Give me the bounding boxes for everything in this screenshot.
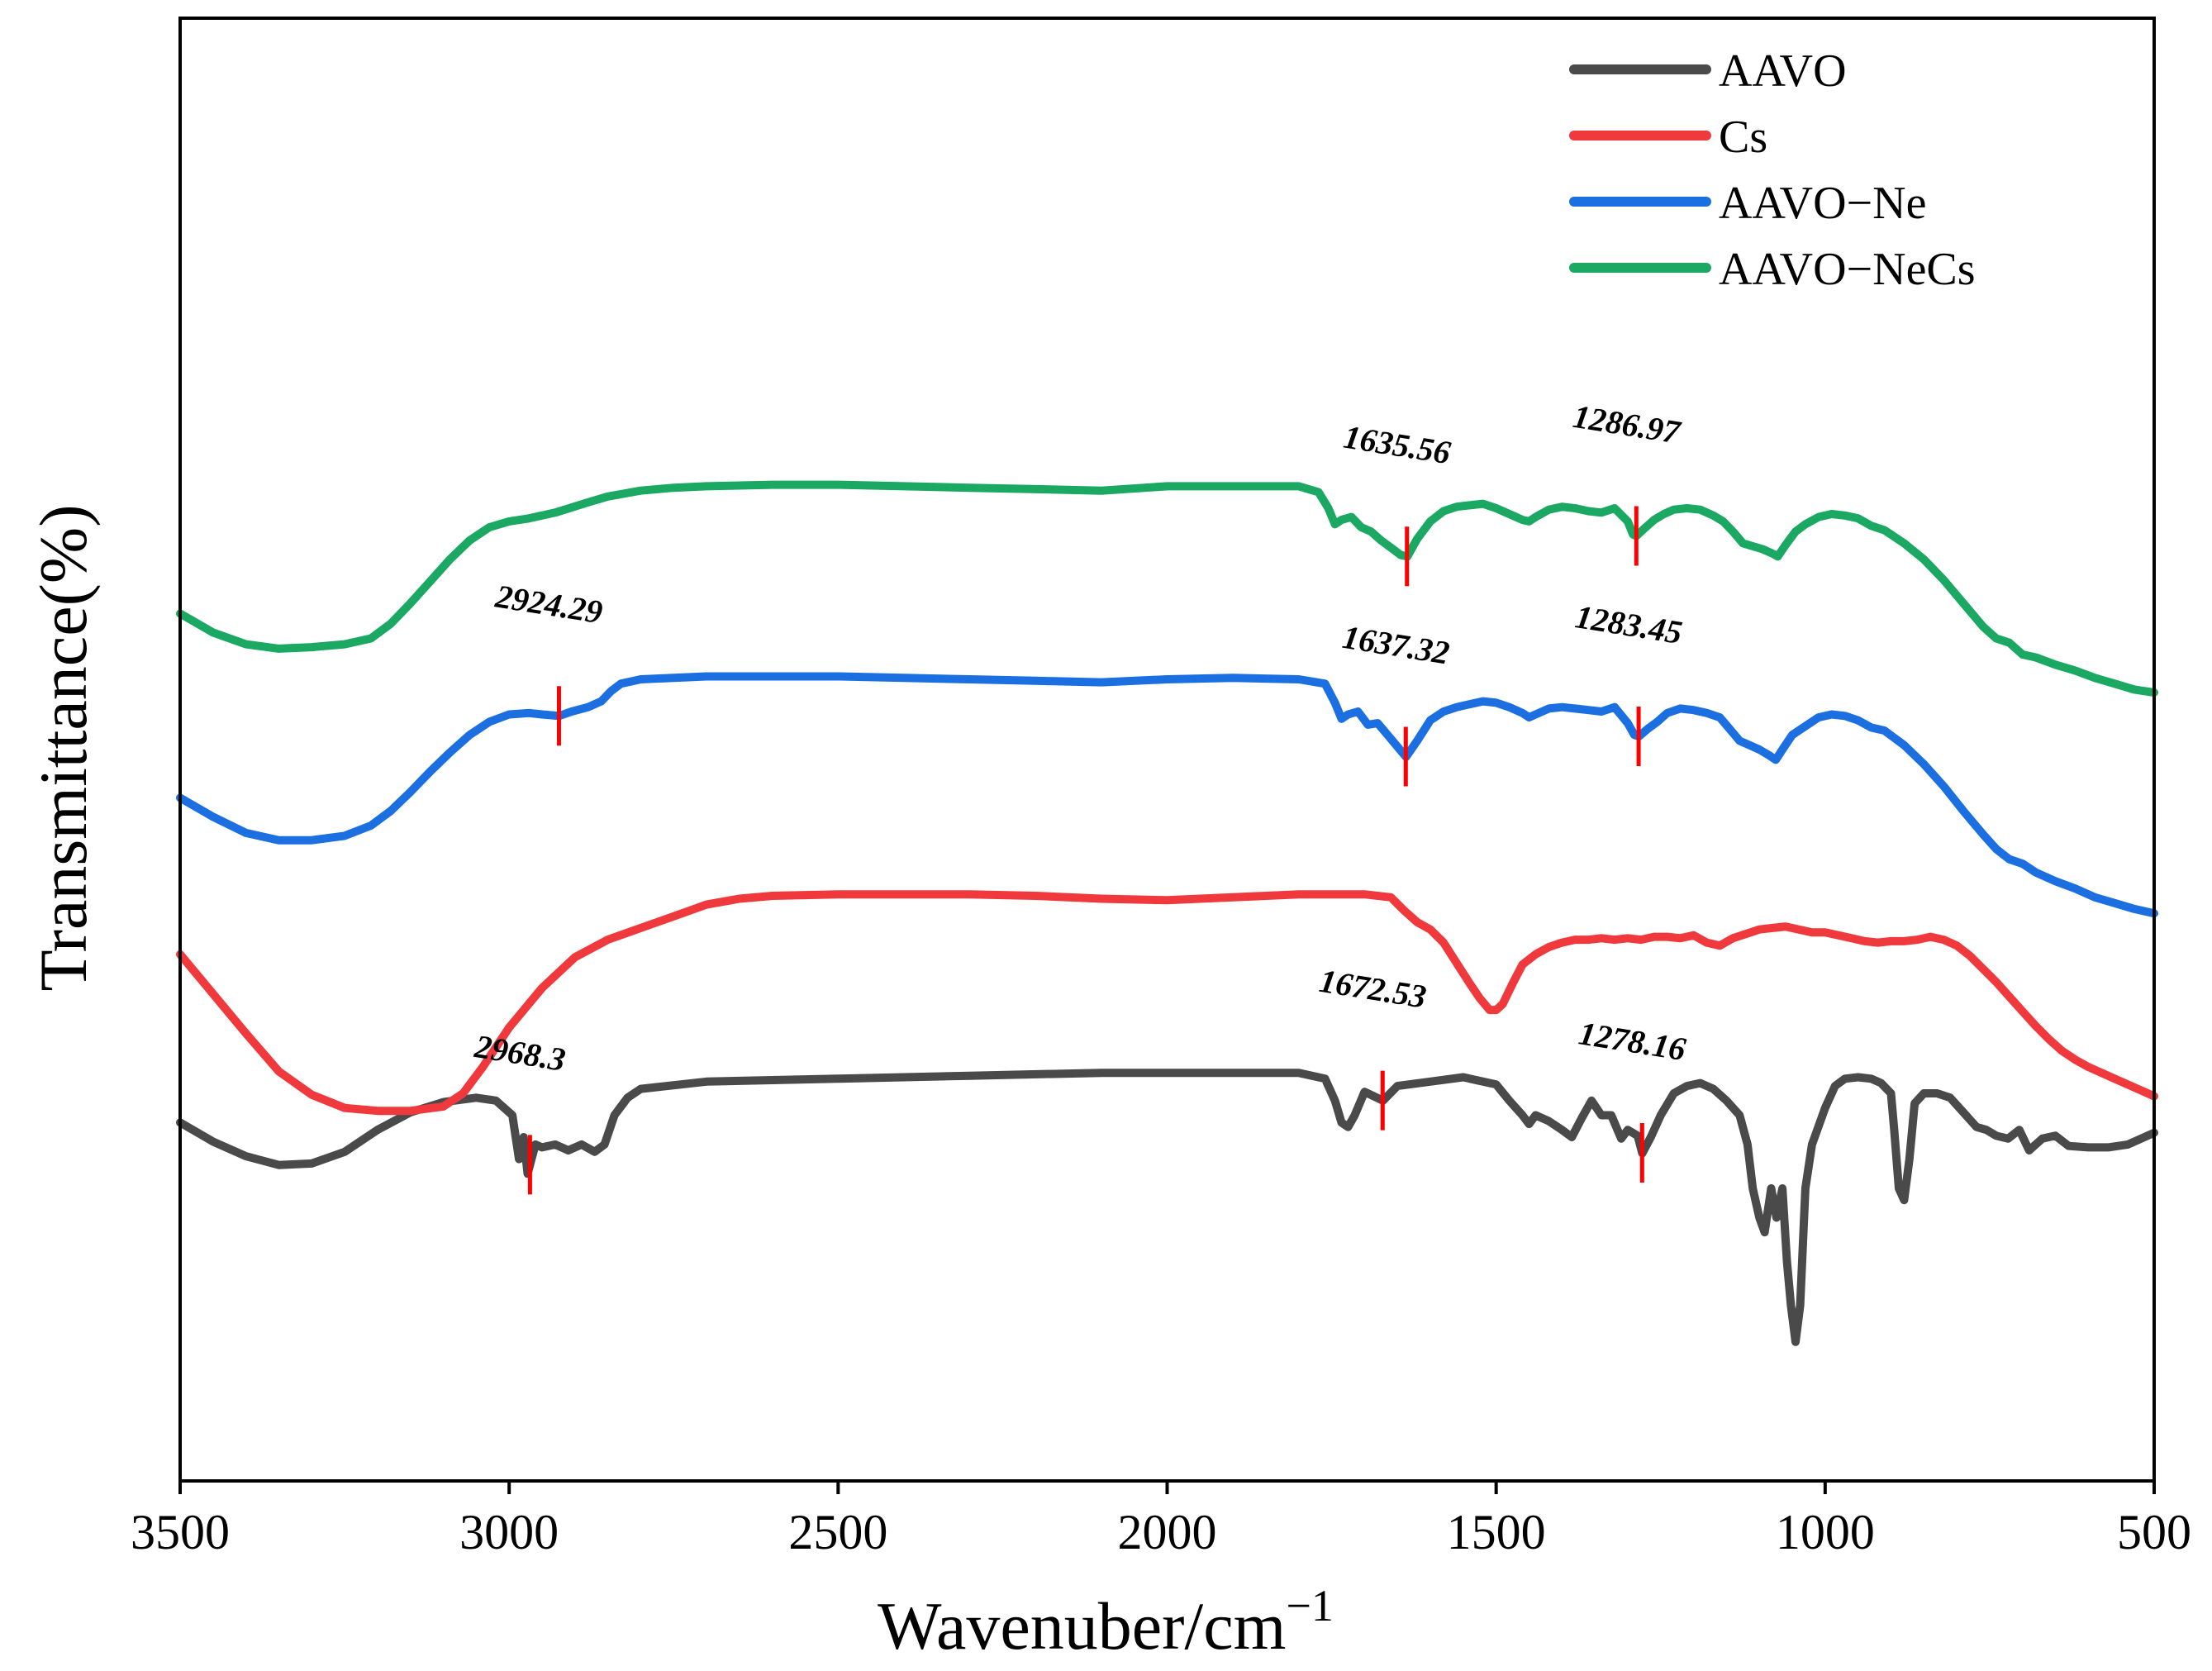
series-layer: [176, 480, 2158, 1346]
legend-label: AAVO−Ne: [1719, 178, 1926, 229]
x-tick-label: 1500: [1447, 1505, 1546, 1559]
legend-label: AAVO: [1719, 45, 1847, 97]
x-tick-label: 500: [2117, 1505, 2191, 1559]
series-line-aavo-necs: [176, 480, 2158, 697]
series-line-aavo: [176, 1069, 2158, 1346]
x-axis-ticks: 3500 3000 2500 2000 1500 1000 500: [131, 1481, 2191, 1559]
x-tick-label: 2500: [788, 1505, 887, 1559]
legend-label: Cs: [1719, 112, 1767, 163]
legend: AAVO Cs AAVO−Ne AAVO−NeCs: [1569, 45, 1976, 295]
x-axis-title: Wavenuber/cm−1: [878, 1581, 1334, 1664]
x-tick-label: 1000: [1776, 1505, 1875, 1559]
legend-label: AAVO−NeCs: [1719, 244, 1976, 295]
series-line-cs: [176, 890, 2158, 1116]
x-axis-title-text: Wavenuber/cm: [878, 1588, 1286, 1664]
series-line-aavo-ne: [176, 672, 2158, 918]
x-tick-label: 2000: [1118, 1505, 1217, 1559]
x-axis-title-superscript: −1: [1286, 1581, 1333, 1631]
x-tick-label: 3000: [459, 1505, 559, 1559]
y-axis-title: Transmittance(%): [26, 504, 101, 991]
x-tick-label: 3500: [131, 1505, 230, 1559]
